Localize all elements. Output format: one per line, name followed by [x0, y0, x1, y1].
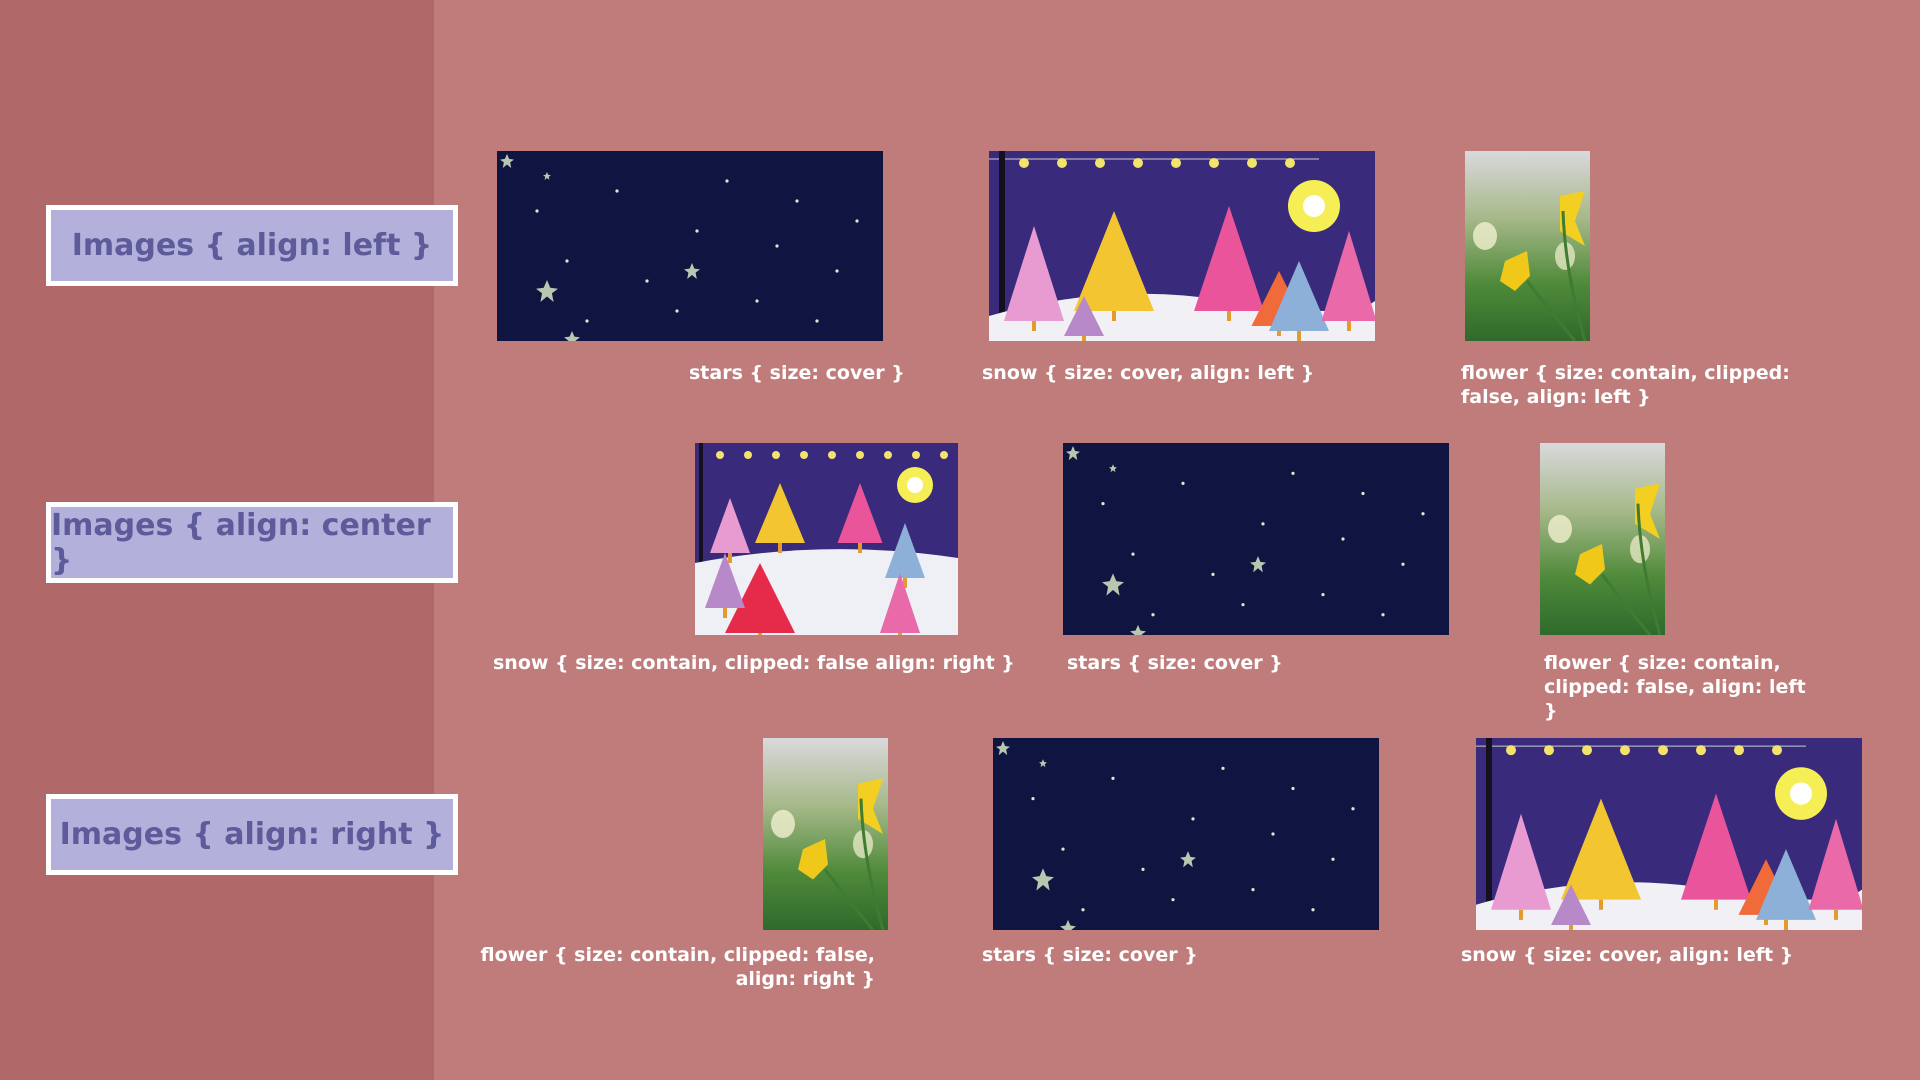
caption-flower-contain-left: flower { size: contain, clipped: false, …: [1461, 362, 1790, 408]
snow-image: [1476, 738, 1862, 930]
flower-image: [1465, 151, 1590, 341]
caption-snow-cover-left: snow { size: cover, align: left }: [982, 362, 1315, 384]
row-label-align-left: Images { align: left }: [46, 205, 458, 286]
flower-image: [763, 738, 888, 930]
caption-flower-contain-right: flower { size: contain, clipped: false, …: [480, 944, 875, 990]
caption-stars-cover: stars { size: cover }: [689, 362, 905, 384]
caption-stars-cover: stars { size: cover }: [1067, 652, 1283, 674]
caption-stars-cover: stars { size: cover }: [982, 944, 1198, 966]
row-label-align-center: Images { align: center }: [46, 502, 458, 583]
snow-image: [989, 151, 1375, 341]
snow-image: [695, 443, 958, 635]
caption-snow-contain-right: snow { size: contain, clipped: false ali…: [493, 652, 1015, 674]
caption-snow-cover-left: snow { size: cover, align: left }: [1461, 944, 1794, 966]
stars-image: [993, 738, 1379, 930]
row-label-align-right: Images { align: right }: [46, 794, 458, 875]
flower-image: [1540, 443, 1665, 635]
caption-flower-contain-left: flower { size: contain, clipped: false, …: [1544, 652, 1806, 722]
stars-image: [1063, 443, 1449, 635]
stars-image: [497, 151, 883, 341]
